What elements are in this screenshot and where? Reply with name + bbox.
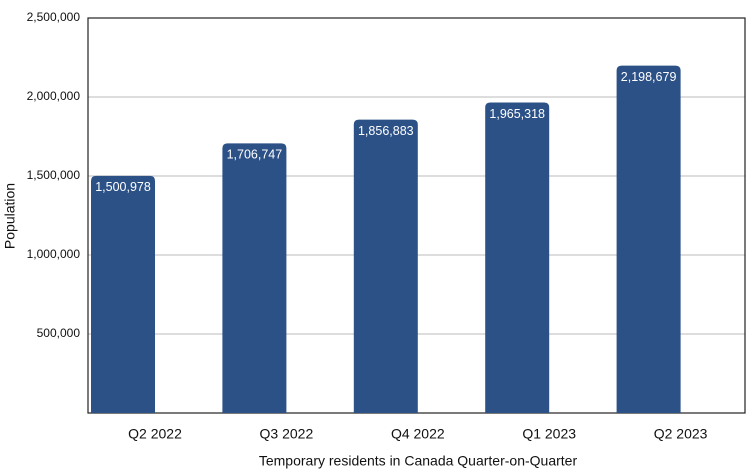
x-tick-label: Q3 2022	[260, 426, 314, 442]
x-tick-label: Q4 2022	[391, 426, 445, 442]
value-label: 2,198,679	[621, 70, 677, 84]
y-tick-label: 500,000	[37, 326, 81, 340]
x-tick-label: Q2 2022	[128, 426, 182, 442]
bar	[222, 143, 287, 413]
bar	[353, 119, 418, 413]
y-tick-label: 2,500,000	[27, 10, 81, 24]
value-label: 1,706,747	[227, 148, 283, 162]
value-label: 1,965,318	[489, 107, 545, 121]
y-tick-label: 1,500,000	[27, 168, 81, 182]
y-tick-label: 1,000,000	[27, 247, 81, 261]
bar	[485, 102, 550, 413]
x-axis-title: Temporary residents in Canada Quarter-on…	[259, 453, 578, 469]
value-label: 1,856,883	[358, 124, 414, 138]
y-axis-title: Population	[2, 183, 18, 249]
y-tick-label: 2,000,000	[27, 89, 81, 103]
x-tick-label: Q2 2023	[654, 426, 708, 442]
x-tick-label: Q1 2023	[522, 426, 576, 442]
bar	[616, 65, 681, 414]
value-label: 1,500,978	[95, 180, 151, 194]
bar	[91, 175, 155, 413]
